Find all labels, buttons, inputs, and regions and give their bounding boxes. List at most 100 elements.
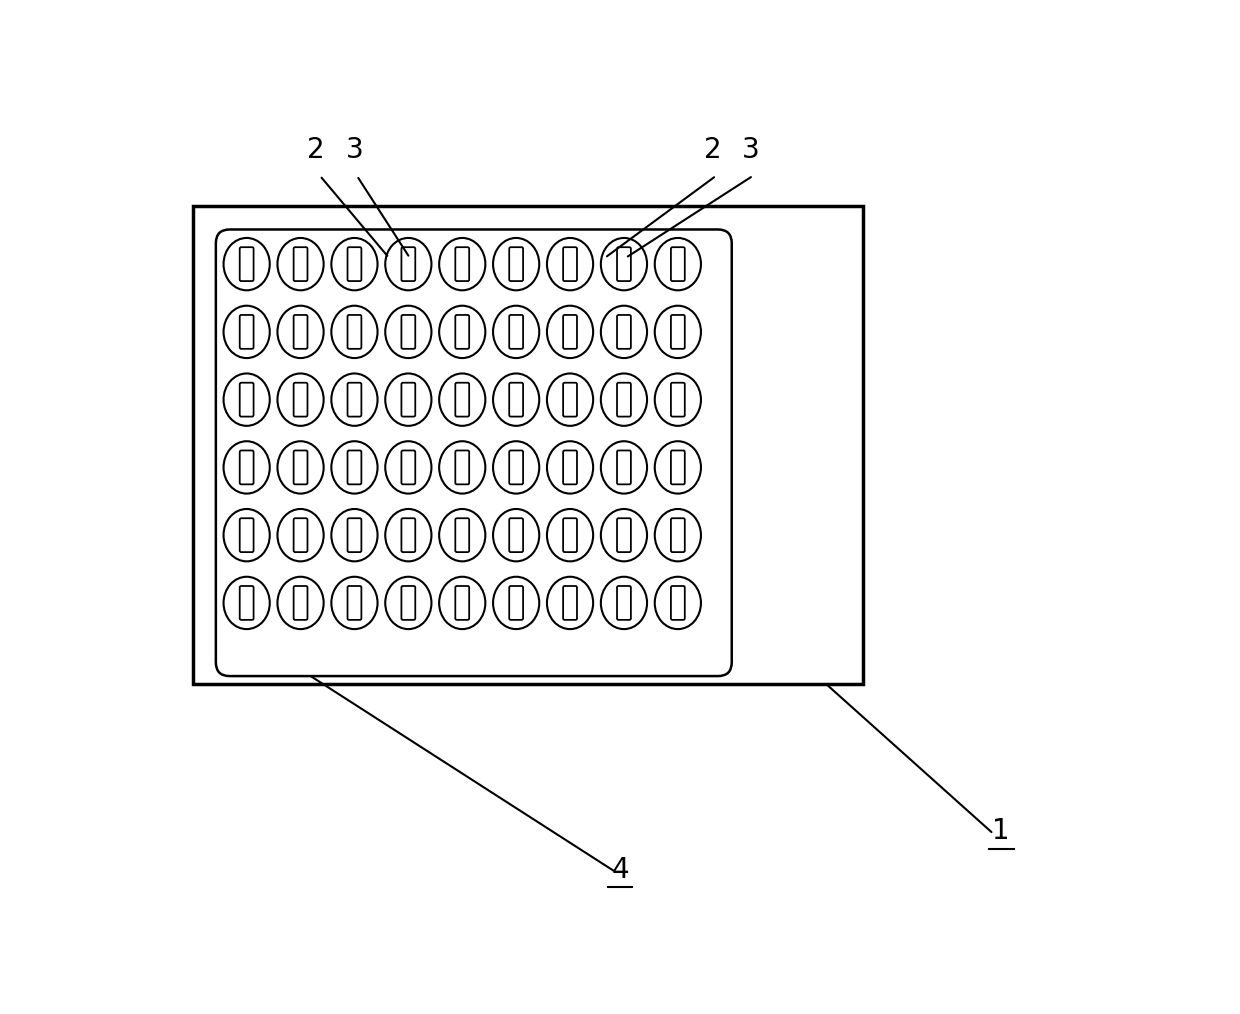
FancyBboxPatch shape (239, 247, 253, 281)
Ellipse shape (494, 238, 539, 290)
FancyBboxPatch shape (510, 518, 523, 552)
Ellipse shape (278, 577, 324, 629)
Ellipse shape (494, 577, 539, 629)
FancyBboxPatch shape (402, 382, 415, 417)
Ellipse shape (331, 441, 377, 494)
FancyBboxPatch shape (671, 586, 684, 620)
Ellipse shape (494, 509, 539, 562)
Ellipse shape (547, 441, 593, 494)
FancyBboxPatch shape (618, 450, 631, 485)
Ellipse shape (601, 305, 647, 358)
Text: 2: 2 (308, 136, 325, 164)
FancyBboxPatch shape (671, 247, 684, 281)
Text: 4: 4 (611, 856, 629, 884)
Ellipse shape (331, 305, 377, 358)
Ellipse shape (386, 238, 432, 290)
FancyBboxPatch shape (347, 586, 361, 620)
FancyBboxPatch shape (563, 247, 577, 281)
FancyBboxPatch shape (671, 315, 684, 349)
FancyBboxPatch shape (402, 586, 415, 620)
FancyBboxPatch shape (402, 450, 415, 485)
Bar (192, 207, 863, 683)
Ellipse shape (386, 577, 432, 629)
Ellipse shape (655, 441, 701, 494)
Ellipse shape (331, 509, 377, 562)
FancyBboxPatch shape (347, 382, 361, 417)
Ellipse shape (601, 577, 647, 629)
Ellipse shape (439, 577, 485, 629)
FancyBboxPatch shape (563, 450, 577, 485)
FancyBboxPatch shape (510, 247, 523, 281)
FancyBboxPatch shape (239, 382, 253, 417)
FancyBboxPatch shape (402, 315, 415, 349)
FancyBboxPatch shape (239, 450, 253, 485)
FancyBboxPatch shape (294, 518, 308, 552)
FancyBboxPatch shape (347, 315, 361, 349)
FancyBboxPatch shape (455, 586, 469, 620)
FancyBboxPatch shape (294, 382, 308, 417)
Ellipse shape (386, 509, 432, 562)
Text: 2: 2 (703, 136, 722, 164)
FancyBboxPatch shape (510, 450, 523, 485)
Ellipse shape (386, 373, 432, 426)
FancyBboxPatch shape (563, 382, 577, 417)
FancyBboxPatch shape (294, 247, 308, 281)
Ellipse shape (331, 577, 377, 629)
Ellipse shape (331, 238, 377, 290)
FancyBboxPatch shape (510, 315, 523, 349)
Ellipse shape (223, 509, 270, 562)
Ellipse shape (547, 577, 593, 629)
Ellipse shape (601, 441, 647, 494)
FancyBboxPatch shape (239, 518, 253, 552)
Ellipse shape (223, 441, 270, 494)
FancyBboxPatch shape (347, 450, 361, 485)
Text: 1: 1 (992, 817, 1011, 846)
Ellipse shape (278, 441, 324, 494)
Ellipse shape (655, 238, 701, 290)
Ellipse shape (655, 509, 701, 562)
FancyBboxPatch shape (510, 382, 523, 417)
FancyBboxPatch shape (455, 315, 469, 349)
Ellipse shape (601, 238, 647, 290)
FancyBboxPatch shape (618, 247, 631, 281)
Ellipse shape (655, 305, 701, 358)
FancyBboxPatch shape (216, 229, 732, 676)
FancyBboxPatch shape (347, 247, 361, 281)
Ellipse shape (439, 441, 485, 494)
Ellipse shape (386, 441, 432, 494)
FancyBboxPatch shape (402, 247, 415, 281)
Ellipse shape (278, 373, 324, 426)
Ellipse shape (547, 238, 593, 290)
FancyBboxPatch shape (618, 315, 631, 349)
FancyBboxPatch shape (671, 518, 684, 552)
Ellipse shape (439, 373, 485, 426)
Ellipse shape (278, 238, 324, 290)
FancyBboxPatch shape (402, 518, 415, 552)
Ellipse shape (547, 373, 593, 426)
FancyBboxPatch shape (618, 382, 631, 417)
Text: 3: 3 (742, 136, 760, 164)
FancyBboxPatch shape (563, 518, 577, 552)
FancyBboxPatch shape (455, 450, 469, 485)
FancyBboxPatch shape (618, 586, 631, 620)
Ellipse shape (331, 373, 377, 426)
Ellipse shape (278, 509, 324, 562)
Ellipse shape (439, 509, 485, 562)
Ellipse shape (439, 238, 485, 290)
Ellipse shape (655, 373, 701, 426)
FancyBboxPatch shape (563, 586, 577, 620)
Ellipse shape (223, 373, 270, 426)
Ellipse shape (223, 577, 270, 629)
Ellipse shape (494, 373, 539, 426)
FancyBboxPatch shape (618, 518, 631, 552)
Ellipse shape (386, 305, 432, 358)
Ellipse shape (439, 305, 485, 358)
FancyBboxPatch shape (239, 315, 253, 349)
FancyBboxPatch shape (294, 315, 308, 349)
Ellipse shape (655, 577, 701, 629)
FancyBboxPatch shape (563, 315, 577, 349)
Ellipse shape (278, 305, 324, 358)
FancyBboxPatch shape (455, 382, 469, 417)
FancyBboxPatch shape (671, 382, 684, 417)
FancyBboxPatch shape (455, 518, 469, 552)
